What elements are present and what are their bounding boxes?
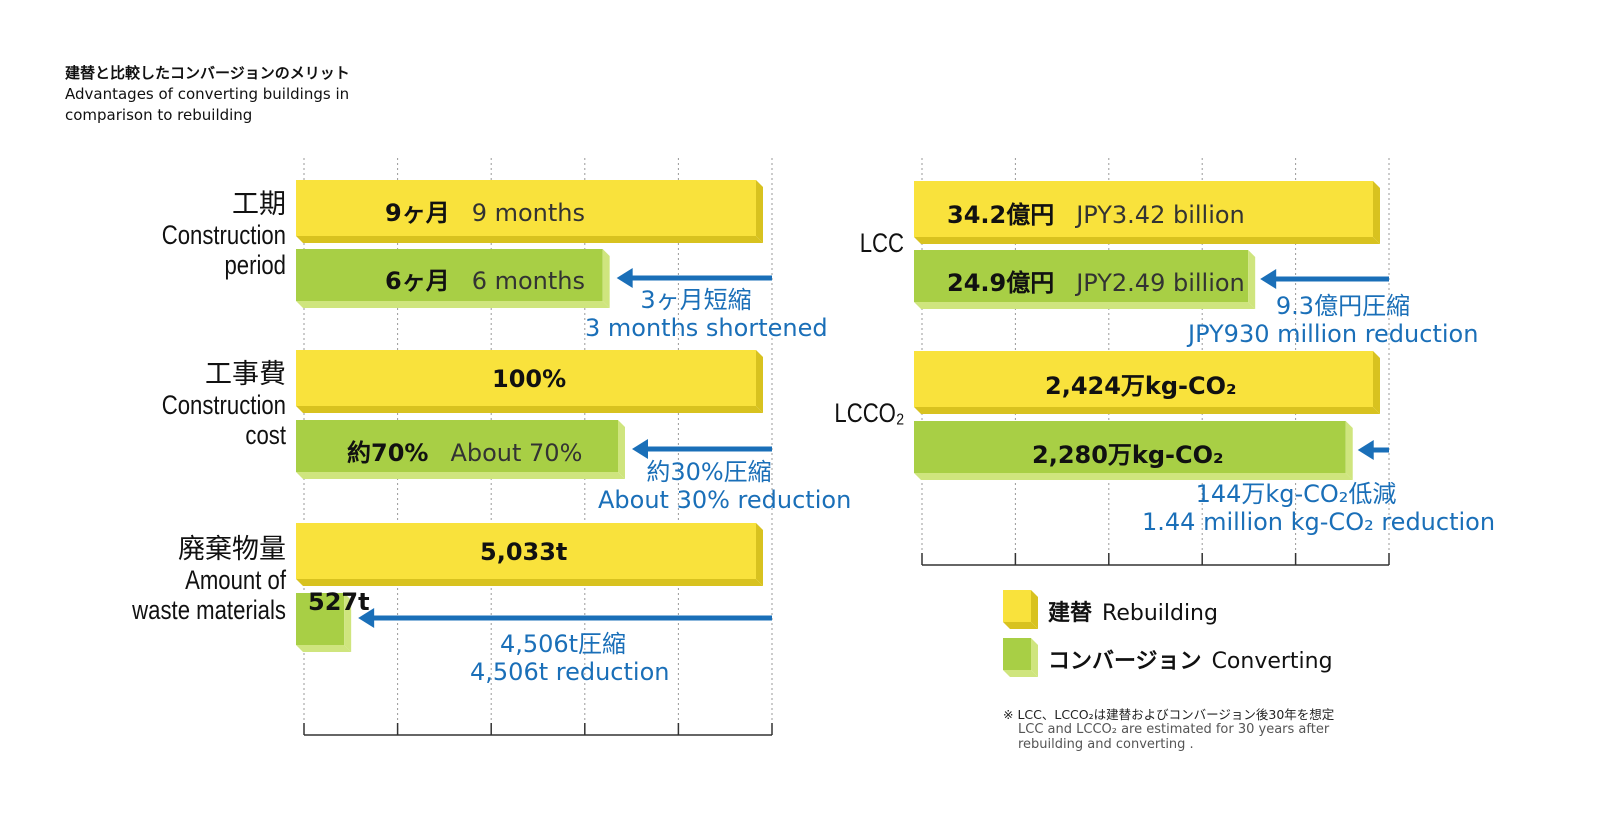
bar-convert-r0-side: [1248, 250, 1256, 309]
diff-label-period: 3ヶ月短縮 3 months shortened: [585, 286, 828, 342]
bar-convert-2-side: [344, 593, 352, 652]
footnote-en: LCC and LCCO₂ are estimated for 30 years…: [1018, 722, 1330, 752]
bar-rebuild-r0-bottom: [914, 237, 1380, 244]
diff-label-lcc: 9.3億円圧縮 JPY930 million reduction: [1188, 292, 1479, 348]
bar-convert-1-bottom: [296, 472, 625, 479]
legend-swatch-rebuild-side: [1031, 590, 1038, 629]
category-label-lcco2: LCCO₂: [833, 398, 904, 428]
legend-swatch-rebuild: [1003, 590, 1031, 622]
bar-label-waste-rebuild: 5,033t: [480, 538, 568, 566]
bar-convert-r1: [914, 421, 1346, 473]
bar-convert-2: [296, 593, 345, 645]
diff-arrow-0-head: [616, 268, 633, 288]
diff-label-lcco2: 144万kg-CO₂低減 1.44 million kg-CO₂ reductio…: [1142, 480, 1496, 536]
bar-convert-1: [296, 420, 618, 472]
bar-label-lcco2-rebuild: 2,424万kg-CO₂: [1045, 372, 1237, 400]
legend-swatch-convert-bottom: [1003, 670, 1038, 677]
chart-title-en: Advantages of converting buildings in co…: [65, 85, 350, 124]
legend-swatch-convert: [1003, 638, 1031, 670]
bar-convert-r0-bottom: [914, 302, 1256, 309]
chart-title-ja: 建替と比較したコンバージョンのメリット: [65, 64, 350, 82]
bar-rebuild-2-bottom: [296, 579, 763, 586]
bar-convert-0-bottom: [296, 301, 610, 308]
bar-convert-r0: [914, 250, 1249, 302]
legend-swatch-convert-side: [1031, 638, 1038, 677]
bar-rebuild-1-side: [756, 350, 763, 413]
bar-label-lcco2-convert: 2,280万kg-CO₂: [1032, 441, 1224, 469]
bar-rebuild-r1-side: [1373, 351, 1380, 414]
legend-rebuild-label: 建替 Rebuilding: [1048, 601, 1218, 626]
bar-rebuild-r0-side: [1373, 181, 1380, 244]
category-label-lcc: LCC: [859, 228, 904, 258]
bar-rebuild-r1-bottom: [914, 407, 1380, 414]
footnote-ja: ※ LCC、LCCO₂は建替およびコンバージョン後30年を想定: [1003, 707, 1335, 722]
bar-rebuild-0-bottom: [296, 236, 763, 243]
category-label-waste: 廃棄物量 Amount of waste materials: [132, 534, 286, 626]
bar-rebuild-2-side: [756, 523, 763, 586]
legend-swatch-rebuild-bottom: [1003, 622, 1038, 629]
bar-label-period-rebuild: 9ヶ月 9 months: [385, 199, 585, 227]
bar-label-lcc-convert: 24.9億円 JPY2.49 billion: [947, 269, 1245, 297]
category-label-period: 工期 Construction period: [161, 189, 286, 281]
diff-arrow-r0-head: [1260, 269, 1277, 289]
bar-rebuild-0: [296, 180, 756, 236]
bar-label-cost-rebuild: 100%: [492, 365, 567, 393]
bar-label-waste-convert: 527t: [308, 588, 370, 616]
bar-convert-0-side: [602, 249, 610, 308]
bar-convert-0: [296, 249, 603, 301]
bar-rebuild-1-bottom: [296, 406, 763, 413]
bar-label-period-convert: 6ヶ月 6 months: [385, 267, 585, 295]
bar-convert-r1-bottom: [914, 473, 1353, 480]
diff-label-waste: 4,506t圧縮 4,506t reduction: [470, 630, 670, 686]
bar-convert-r1-side: [1345, 421, 1353, 480]
diff-arrow-r1-head: [1357, 440, 1374, 460]
diff-arrow-2-head: [358, 608, 375, 628]
bar-convert-1-side: [618, 420, 625, 479]
bar-label-lcc-rebuild: 34.2億円 JPY3.42 billion: [947, 201, 1245, 229]
category-label-cost: 工事費 Construction cost: [161, 359, 286, 451]
bar-rebuild-2: [296, 523, 756, 579]
bar-rebuild-0-side: [756, 180, 763, 243]
bar-rebuild-r0: [914, 181, 1373, 237]
legend-convert-label: コンバージョン Converting: [1048, 649, 1333, 674]
bar-label-cost-convert: 約70% About 70%: [347, 439, 583, 467]
bar-rebuild-r1: [914, 351, 1373, 407]
bar-convert-2-bottom: [296, 645, 352, 652]
diff-arrow-1-head: [632, 439, 648, 459]
diff-label-cost: 約30%圧縮 About 30% reduction: [598, 458, 852, 514]
bar-rebuild-1: [296, 350, 756, 406]
